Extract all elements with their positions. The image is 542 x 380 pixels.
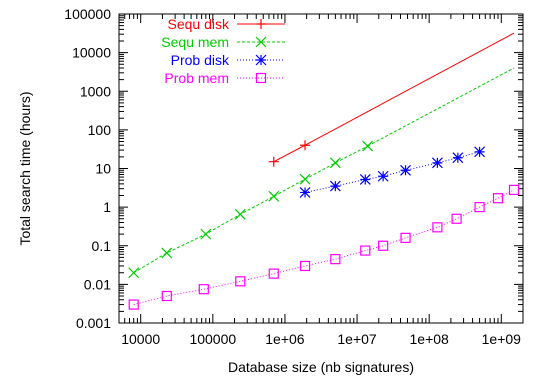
square-marker (360, 245, 371, 256)
cross-marker (362, 140, 374, 152)
square-marker (268, 268, 279, 279)
square-marker (432, 222, 443, 233)
legend-label: Sequ disk (168, 16, 230, 32)
series-sequ-mem (128, 67, 515, 279)
cross-marker (255, 36, 267, 48)
series-extrapolation-line (304, 32, 515, 146)
series-line (133, 145, 368, 274)
plus-marker (268, 156, 279, 167)
legend: Sequ disk Sequ mem Prob disk Prob mem (161, 16, 285, 86)
legend-item: Sequ mem (161, 34, 285, 50)
y-tick-label: 100 (88, 122, 112, 138)
star-marker (359, 174, 371, 185)
star-marker (400, 164, 411, 176)
y-tick-label: 0.1 (92, 238, 112, 254)
y-tick-label: 10000 (72, 45, 111, 61)
x-tick-label: 100000 (189, 331, 236, 347)
square-marker (451, 213, 462, 224)
y-tick-label: 0.001 (76, 315, 111, 331)
y-tick-label: 1000 (80, 83, 111, 99)
plus-marker (256, 19, 266, 29)
y-tick-label: 1 (103, 199, 111, 215)
square-marker (508, 184, 520, 195)
square-marker (161, 290, 172, 302)
star-marker (255, 54, 267, 66)
cross-marker (200, 228, 212, 240)
square-marker (299, 260, 311, 272)
square-marker (198, 284, 209, 295)
square-marker (255, 72, 267, 84)
cross-marker (128, 267, 140, 279)
y-axis-title: Total search time (hours) (17, 91, 33, 245)
legend-item: Sequ disk (168, 16, 285, 32)
legend-item: Prob mem (164, 70, 285, 86)
x-axis-title: Database size (nb signatures) (228, 359, 414, 375)
square-marker (235, 276, 246, 287)
series-layer (128, 32, 520, 310)
cross-marker (329, 157, 341, 169)
star-marker (474, 146, 486, 158)
square-marker (378, 240, 389, 251)
cross-marker (268, 190, 280, 202)
square-marker (400, 232, 411, 243)
legend-item: Prob disk (171, 52, 285, 68)
series-extrapolation-line (367, 67, 515, 147)
square-marker (492, 193, 504, 204)
y-tick-label: 10 (95, 161, 111, 177)
x-tick-label: 10000 (121, 331, 160, 347)
cross-marker (299, 173, 311, 185)
star-marker (377, 170, 389, 182)
x-tick-label: 1e+06 (265, 331, 305, 347)
y-tick-labels: 0.001 0.01 0.1 1 10 100 1000 10000 100000 (64, 6, 111, 331)
star-marker (431, 157, 443, 169)
star-marker (299, 187, 311, 198)
x-tick-label: 1e+09 (482, 331, 522, 347)
x-tick-labels: 10000 100000 1e+06 1e+07 1e+08 1e+09 (121, 331, 521, 347)
x-tick-label: 1e+07 (337, 331, 377, 347)
square-marker (474, 202, 485, 213)
series-sequ-disk (268, 32, 515, 167)
plot-frame (118, 13, 524, 324)
series-line (133, 189, 515, 306)
star-marker (329, 180, 341, 192)
series-prob-mem (128, 184, 520, 310)
legend-label: Sequ mem (161, 34, 229, 50)
star-marker (452, 152, 464, 164)
series-line (304, 151, 480, 193)
cross-marker (234, 208, 246, 220)
legend-label: Prob mem (164, 70, 229, 86)
square-marker (330, 254, 341, 265)
x-tick-label: 1e+08 (410, 331, 450, 347)
square-marker (128, 299, 139, 310)
legend-label: Prob disk (171, 52, 230, 68)
y-tick-label: 100000 (64, 6, 111, 22)
series-line (273, 144, 306, 163)
series-prob-disk (299, 146, 486, 198)
y-tick-label: 0.01 (84, 276, 111, 292)
plus-marker (300, 140, 311, 151)
cross-marker (161, 247, 173, 259)
